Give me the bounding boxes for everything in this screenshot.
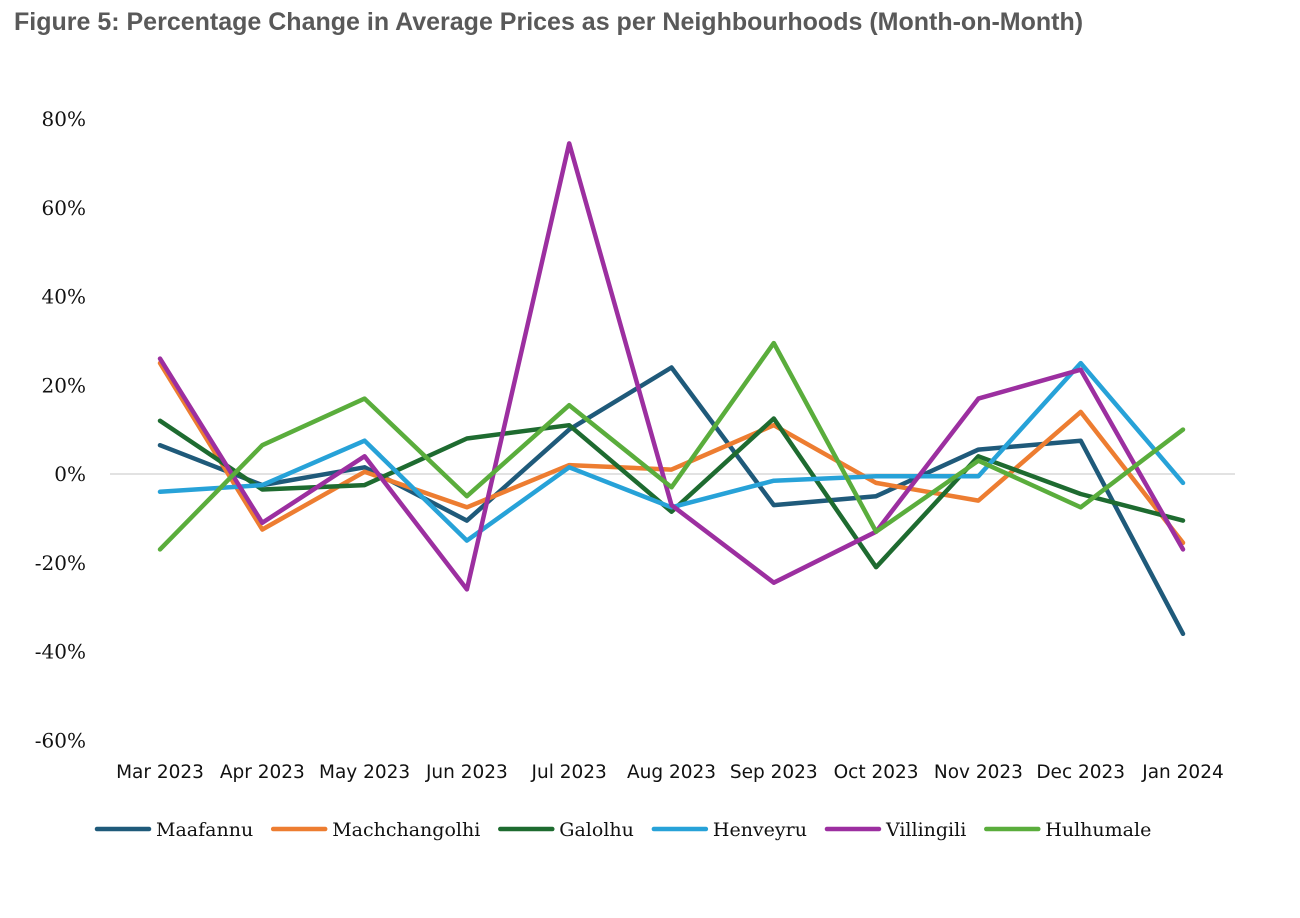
x-tick-label: Dec 2023 [1036, 762, 1125, 783]
legend-label: Maafannu [156, 819, 253, 841]
y-axis-ticks: 80% 60% 40% 20% 0% -20% -40% -60% [35, 107, 86, 752]
legend: Maafannu Machchangolhi Galolhu Henveyru Vill… [94, 819, 1151, 841]
legend-label: Machchangolhi [332, 819, 480, 841]
legend-label: Galolhu [559, 819, 634, 841]
x-tick-label: Apr 2023 [220, 762, 305, 783]
y-tick-label: -20% [35, 551, 86, 575]
legend-label: Villingili [885, 819, 966, 841]
y-tick-label: -40% [35, 640, 86, 664]
y-tick-label: -60% [35, 728, 86, 752]
x-tick-label: Jul 2023 [531, 762, 607, 783]
series-line-machchangolhi [157, 360, 1186, 546]
series-line-villingili [157, 141, 1186, 592]
y-tick-label: 60% [42, 196, 86, 220]
chart-title: Figure 5: Percentage Change in Average P… [14, 8, 1084, 36]
x-tick-label: Mar 2023 [116, 762, 204, 783]
y-tick-label: 20% [42, 373, 86, 397]
series-line-henveyru [157, 360, 1186, 543]
x-tick-label: Jun 2023 [425, 762, 508, 783]
y-tick-label: 40% [42, 285, 86, 309]
x-tick-label: Sep 2023 [730, 762, 818, 783]
x-tick-label: Nov 2023 [934, 762, 1023, 783]
x-tick-label: May 2023 [319, 762, 410, 783]
y-tick-label: 0% [54, 462, 86, 486]
y-tick-label: 80% [42, 107, 86, 131]
legend-label: Hulhumale [1045, 819, 1151, 841]
x-tick-label: Jan 2024 [1141, 762, 1223, 783]
series-line-galolhu [157, 416, 1186, 570]
x-axis-ticks: Mar 2023 Apr 2023 May 2023 Jun 2023 Jul 2023… [116, 762, 1224, 783]
series-line-hulhumale [157, 340, 1186, 552]
series-lines [157, 141, 1186, 637]
x-tick-label: Aug 2023 [627, 762, 716, 783]
legend-label: Henveyru [713, 819, 807, 841]
series-line-maafannu [157, 365, 1186, 637]
x-tick-label: Oct 2023 [834, 762, 919, 783]
